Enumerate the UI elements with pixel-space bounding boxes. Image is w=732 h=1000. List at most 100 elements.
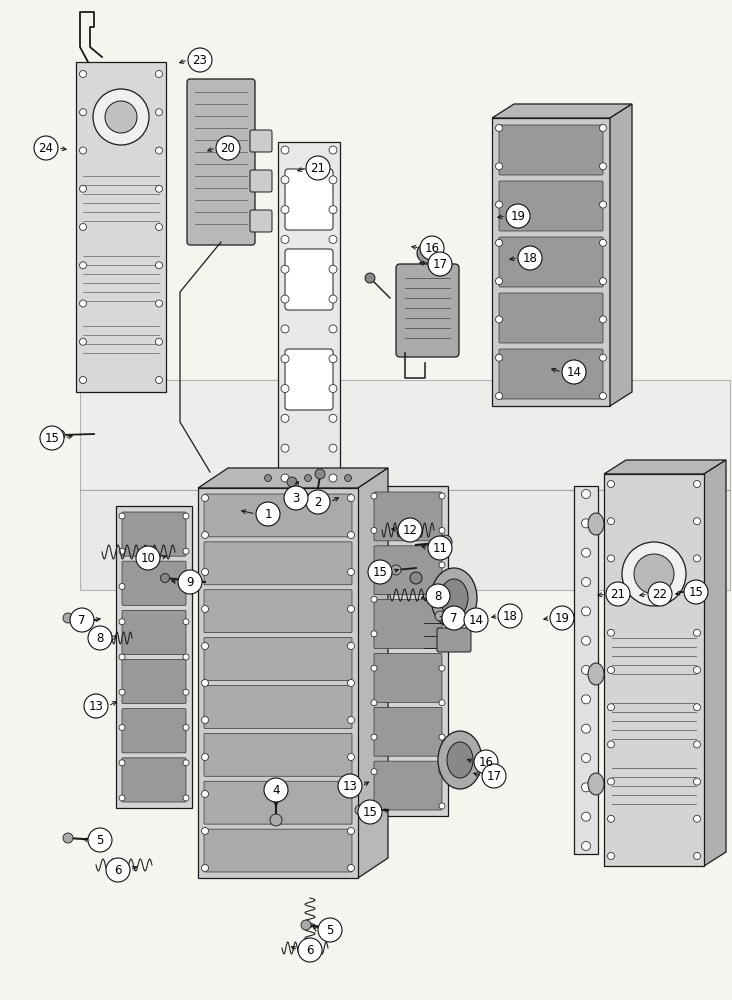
Circle shape bbox=[439, 493, 445, 499]
Circle shape bbox=[264, 778, 288, 802]
Circle shape bbox=[183, 795, 189, 801]
FancyBboxPatch shape bbox=[250, 210, 272, 232]
Circle shape bbox=[496, 278, 502, 285]
Circle shape bbox=[581, 695, 591, 704]
FancyBboxPatch shape bbox=[285, 249, 333, 310]
Circle shape bbox=[608, 592, 614, 599]
FancyBboxPatch shape bbox=[204, 542, 352, 585]
Circle shape bbox=[178, 570, 202, 594]
Circle shape bbox=[371, 665, 377, 671]
Text: 16: 16 bbox=[479, 756, 493, 768]
Text: 15: 15 bbox=[689, 585, 703, 598]
Circle shape bbox=[329, 355, 337, 363]
FancyBboxPatch shape bbox=[374, 707, 442, 756]
Circle shape bbox=[183, 548, 189, 554]
Text: 15: 15 bbox=[373, 566, 387, 578]
Circle shape bbox=[398, 518, 422, 542]
Ellipse shape bbox=[588, 663, 604, 685]
Text: 7: 7 bbox=[450, 611, 458, 624]
Circle shape bbox=[348, 605, 354, 612]
Circle shape bbox=[188, 48, 212, 72]
Circle shape bbox=[119, 513, 125, 519]
Circle shape bbox=[281, 325, 289, 333]
Circle shape bbox=[474, 750, 498, 774]
Circle shape bbox=[439, 665, 445, 671]
Circle shape bbox=[281, 265, 289, 273]
Circle shape bbox=[348, 568, 354, 576]
Circle shape bbox=[581, 754, 591, 762]
Circle shape bbox=[136, 546, 160, 570]
Circle shape bbox=[119, 795, 125, 801]
Circle shape bbox=[119, 619, 125, 625]
FancyBboxPatch shape bbox=[122, 709, 186, 753]
Circle shape bbox=[201, 494, 209, 502]
Circle shape bbox=[581, 783, 591, 792]
Circle shape bbox=[348, 532, 354, 538]
Circle shape bbox=[684, 580, 708, 604]
Text: 18: 18 bbox=[503, 609, 518, 622]
Text: 21: 21 bbox=[310, 161, 326, 174]
Circle shape bbox=[318, 918, 342, 942]
Circle shape bbox=[348, 643, 354, 650]
Circle shape bbox=[201, 532, 209, 538]
Circle shape bbox=[498, 604, 522, 628]
Circle shape bbox=[63, 613, 73, 623]
Circle shape bbox=[606, 582, 630, 606]
Text: 15: 15 bbox=[362, 806, 378, 818]
FancyBboxPatch shape bbox=[250, 130, 272, 152]
Circle shape bbox=[562, 360, 586, 384]
Circle shape bbox=[693, 778, 701, 785]
Circle shape bbox=[371, 803, 377, 809]
Circle shape bbox=[439, 769, 445, 775]
Text: 8: 8 bbox=[97, 632, 104, 645]
Circle shape bbox=[693, 666, 701, 674]
Circle shape bbox=[329, 146, 337, 154]
FancyBboxPatch shape bbox=[122, 758, 186, 802]
Circle shape bbox=[183, 654, 189, 660]
Ellipse shape bbox=[438, 731, 482, 789]
Circle shape bbox=[119, 548, 125, 554]
Bar bbox=[76, 62, 166, 392]
FancyBboxPatch shape bbox=[122, 660, 186, 704]
Circle shape bbox=[329, 295, 337, 303]
Circle shape bbox=[348, 494, 354, 502]
Circle shape bbox=[439, 700, 445, 706]
Ellipse shape bbox=[588, 773, 604, 795]
Circle shape bbox=[183, 689, 189, 695]
Circle shape bbox=[608, 518, 614, 525]
FancyBboxPatch shape bbox=[204, 829, 352, 872]
Text: 13: 13 bbox=[343, 780, 357, 792]
Circle shape bbox=[301, 920, 311, 930]
Circle shape bbox=[55, 430, 65, 440]
Text: 2: 2 bbox=[314, 495, 322, 508]
Circle shape bbox=[119, 654, 125, 660]
FancyBboxPatch shape bbox=[187, 79, 255, 245]
Circle shape bbox=[439, 803, 445, 809]
Ellipse shape bbox=[588, 513, 604, 535]
Circle shape bbox=[106, 858, 130, 882]
FancyBboxPatch shape bbox=[204, 494, 352, 537]
FancyBboxPatch shape bbox=[250, 170, 272, 192]
Circle shape bbox=[201, 680, 209, 686]
Circle shape bbox=[155, 300, 163, 307]
Circle shape bbox=[281, 385, 289, 393]
Circle shape bbox=[693, 741, 701, 748]
Circle shape bbox=[581, 519, 591, 528]
Bar bbox=[198, 488, 358, 878]
Circle shape bbox=[183, 619, 189, 625]
Circle shape bbox=[155, 224, 163, 231]
Circle shape bbox=[155, 185, 163, 192]
FancyBboxPatch shape bbox=[396, 264, 459, 357]
Circle shape bbox=[80, 338, 86, 345]
Circle shape bbox=[581, 842, 591, 850]
Circle shape bbox=[119, 724, 125, 730]
Circle shape bbox=[693, 852, 701, 859]
Text: 23: 23 bbox=[193, 53, 207, 66]
Circle shape bbox=[608, 704, 614, 711]
Circle shape bbox=[371, 700, 377, 706]
Circle shape bbox=[348, 828, 354, 834]
Circle shape bbox=[371, 596, 377, 602]
FancyBboxPatch shape bbox=[285, 169, 333, 230]
Circle shape bbox=[428, 252, 452, 276]
Circle shape bbox=[693, 518, 701, 525]
